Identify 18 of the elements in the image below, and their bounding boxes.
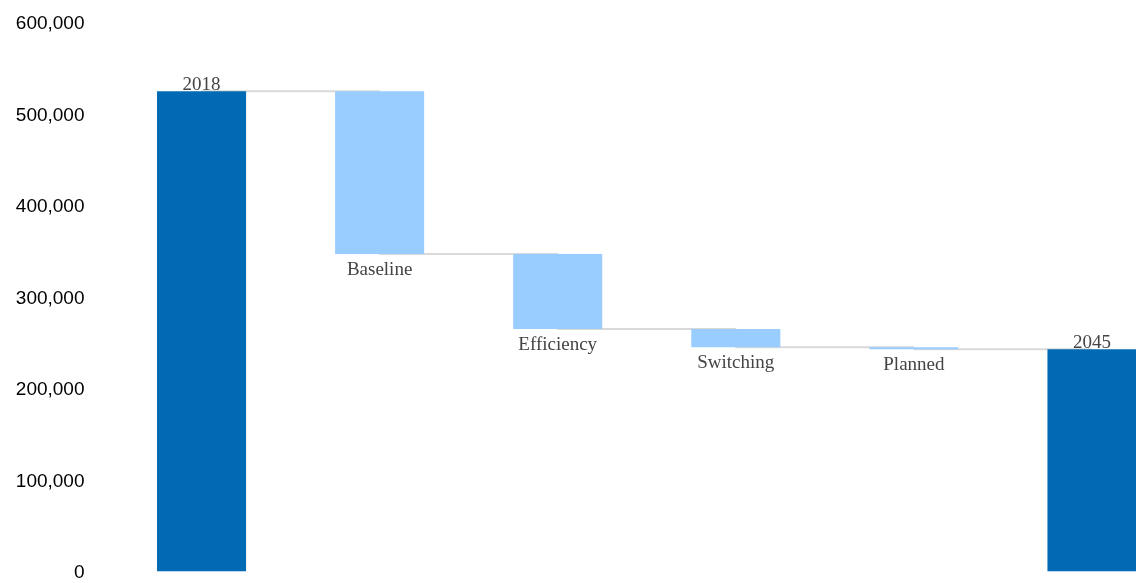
x-tick-label: Planned [883, 353, 945, 375]
y-tick-label: 600,000 [15, 12, 85, 33]
y-tick-label: 300,000 [15, 286, 85, 308]
x-tick-label: Switching [697, 351, 775, 373]
bar [513, 253, 603, 330]
bar [157, 91, 247, 572]
x-tick-label: 2018 [182, 73, 221, 95]
x-tick-label: Baseline [346, 257, 413, 279]
bar [691, 329, 781, 348]
y-tick-label: 100,000 [15, 469, 85, 491]
y-tick-label: 200,000 [15, 378, 85, 399]
y-tick-label: 500,000 [15, 103, 85, 125]
bar [335, 91, 425, 254]
x-tick-label: Efficiency [518, 333, 598, 355]
x-tick-label: 2045 [1072, 331, 1111, 353]
bar [1047, 349, 1136, 572]
y-tick-label: 0 [73, 561, 85, 582]
y-tick-label: 400,000 [15, 195, 85, 216]
